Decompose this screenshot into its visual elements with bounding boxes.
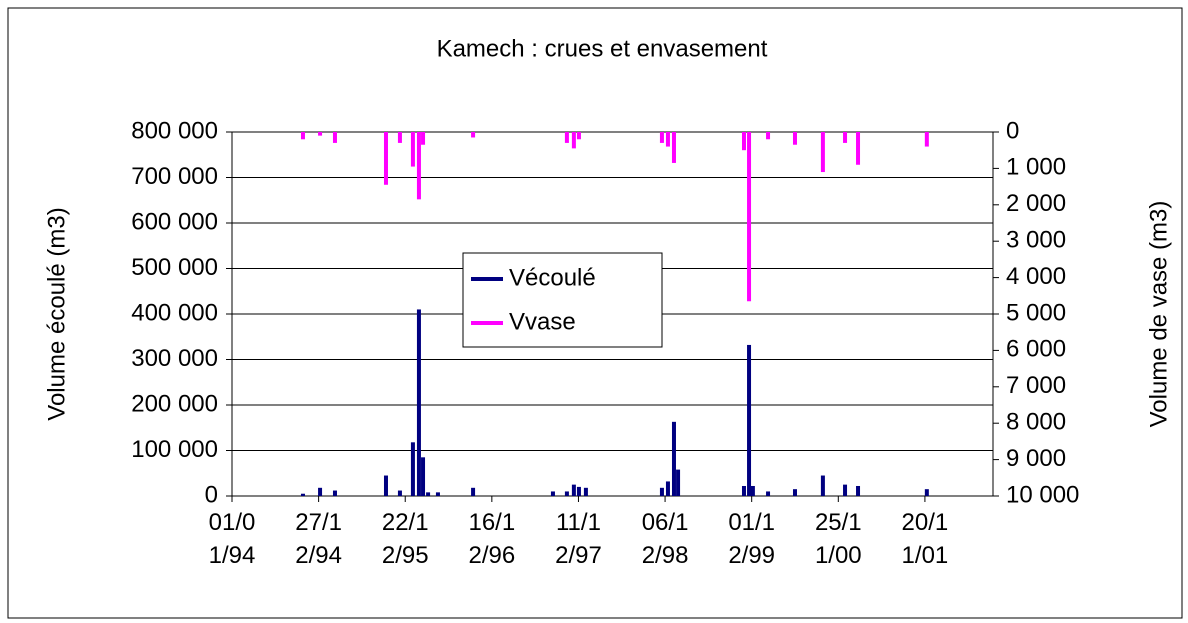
bar <box>766 132 771 140</box>
bar <box>671 421 676 496</box>
y-tick-label: 100 000 <box>131 436 218 463</box>
y-tick-label: 700 000 <box>131 163 218 190</box>
y-tick-label: 400 000 <box>131 299 218 326</box>
bar <box>332 132 337 143</box>
y2-tick-label: 1 000 <box>1006 154 1066 181</box>
x-tick-label-box: 06/12/98 <box>641 509 689 569</box>
x-tick-label: 16/12/96 <box>468 509 516 569</box>
x-tick-label: 06/12/98 <box>641 509 689 569</box>
x-tick-label: 25/11/00 <box>814 509 862 569</box>
bar <box>471 132 476 138</box>
bar <box>435 492 440 496</box>
x-tick-label-box: 27/12/94 <box>295 509 342 569</box>
y2-tick-label: 5 000 <box>1006 299 1066 326</box>
y2-tick-label: 4 000 <box>1006 263 1066 290</box>
bar <box>792 132 797 145</box>
x-tick-label-box: 01/12/99 <box>728 509 776 569</box>
bar <box>564 491 569 496</box>
bar <box>659 487 664 496</box>
x-tick-label: 22/12/95 <box>381 509 429 569</box>
bar <box>300 493 305 496</box>
y2-tick-label: 6 000 <box>1006 336 1066 363</box>
bar <box>564 132 569 143</box>
bar <box>741 485 746 496</box>
bar <box>747 132 752 302</box>
x-tick-label-box: 01/01/94 <box>208 509 256 569</box>
bar <box>421 132 426 145</box>
bar <box>659 132 664 143</box>
y2-tick-label: 7 000 <box>1006 372 1066 399</box>
bar <box>300 132 305 140</box>
bar <box>750 485 755 496</box>
y-tick-label: 0 <box>205 481 218 508</box>
y2-tick-label: 0 <box>1006 117 1019 144</box>
bar <box>576 486 581 496</box>
bar <box>571 132 576 149</box>
y-tick-label: 300 000 <box>131 345 218 372</box>
bar <box>397 490 402 496</box>
bar <box>426 492 431 496</box>
y-tick-label: 600 000 <box>131 208 218 235</box>
bar <box>471 487 476 496</box>
bar <box>416 309 421 496</box>
bar <box>676 469 681 496</box>
bar <box>410 442 415 496</box>
bar <box>820 475 825 496</box>
bar <box>550 491 555 496</box>
bar <box>741 132 746 151</box>
bar <box>766 491 771 496</box>
bar <box>318 487 323 496</box>
x-tick-label: 20/11/01 <box>901 509 949 569</box>
legend-box <box>462 252 663 348</box>
y-tick-label: 800 000 <box>131 117 218 144</box>
y2-tick-label: 3 000 <box>1006 227 1066 254</box>
y2-axis-title: Volume de vase (m3) <box>1145 201 1172 428</box>
bar <box>856 485 861 496</box>
x-tick-label: 01/01/94 <box>208 509 256 569</box>
legend-label: Vvase <box>509 308 576 335</box>
bar <box>747 344 752 496</box>
bar <box>843 132 848 143</box>
x-tick-label-box: 22/12/95 <box>381 509 429 569</box>
bar <box>843 484 848 496</box>
bar <box>820 132 825 173</box>
x-tick-label: 01/12/99 <box>728 509 776 569</box>
bar <box>318 132 323 136</box>
x-tick-label-box: 20/11/01 <box>901 509 949 569</box>
y2-tick-label: 9 000 <box>1006 445 1066 472</box>
bar <box>410 132 415 167</box>
bar <box>792 489 797 496</box>
legend-label: Vécoulé <box>509 264 596 291</box>
x-tick-label: 11/12/97 <box>555 509 602 569</box>
y-tick-label: 500 000 <box>131 254 218 281</box>
bar <box>671 132 676 163</box>
x-tick-label-box: 11/12/97 <box>555 509 602 569</box>
bar <box>583 487 588 496</box>
y2-tick-label: 2 000 <box>1006 190 1066 217</box>
y-tick-label: 200 000 <box>131 390 218 417</box>
bar <box>571 484 576 496</box>
bar <box>576 132 581 140</box>
bar <box>924 132 929 147</box>
bar <box>665 481 670 496</box>
bar <box>665 132 670 147</box>
bar <box>383 132 388 185</box>
bar <box>332 490 337 496</box>
y2-tick-label: 8 000 <box>1006 409 1066 436</box>
bar <box>421 457 426 496</box>
plot-area <box>231 131 994 497</box>
bar <box>383 475 388 496</box>
y2-tick-label: 10 000 <box>1006 481 1079 508</box>
y-axis-title: Volume écoulé (m3) <box>43 207 70 420</box>
bar <box>397 132 402 143</box>
x-tick-label: 27/12/94 <box>295 509 342 569</box>
bar <box>924 489 929 496</box>
bar <box>416 132 421 200</box>
bar <box>856 132 861 165</box>
x-tick-label-box: 16/12/96 <box>468 509 516 569</box>
chart-title: Kamech : crues et envasement <box>437 35 768 62</box>
x-tick-label-box: 25/11/00 <box>814 509 862 569</box>
